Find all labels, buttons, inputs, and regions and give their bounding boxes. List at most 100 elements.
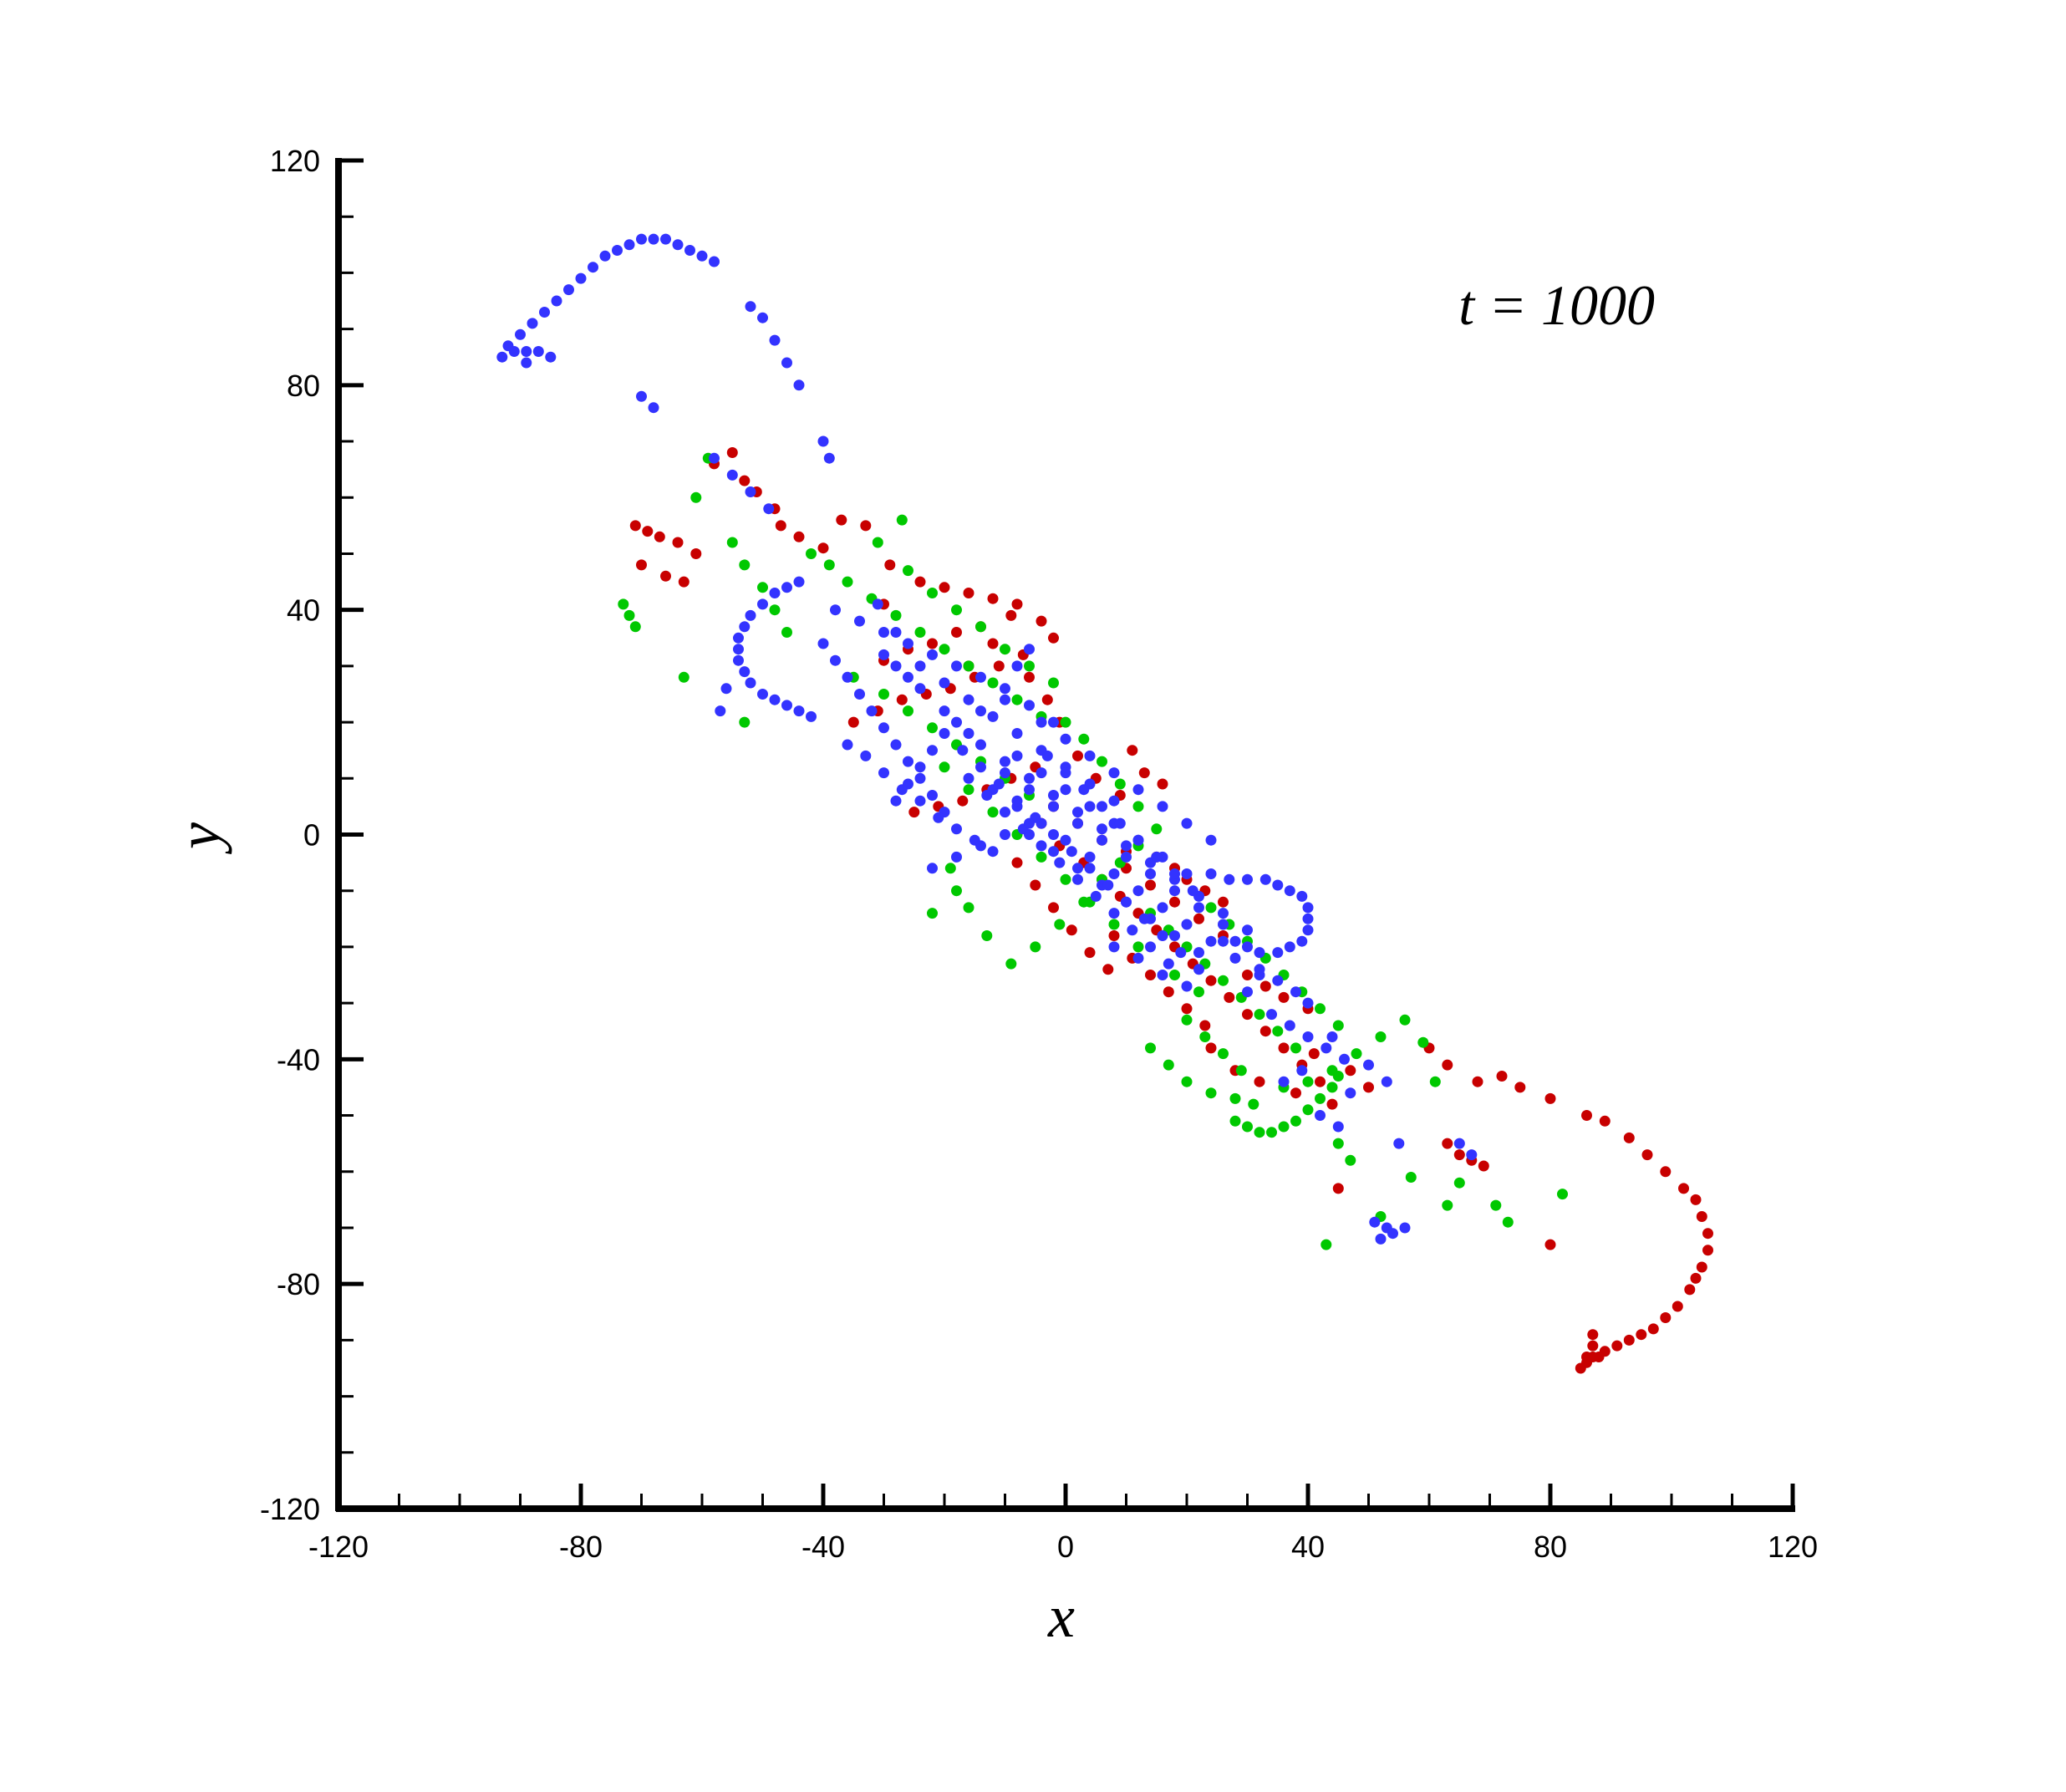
data-point-green <box>951 604 962 616</box>
data-point-blue <box>1108 908 1120 919</box>
data-point-green <box>1229 1092 1241 1104</box>
data-point-blue <box>1000 829 1010 840</box>
y-tick-label: -80 <box>277 1267 320 1301</box>
data-point-blue <box>745 677 756 689</box>
data-point-green <box>1218 975 1229 986</box>
data-point-blue <box>527 318 538 329</box>
data-point-blue <box>1326 1031 1338 1042</box>
data-point-blue <box>981 790 993 801</box>
x-axis-title: x <box>1047 1583 1075 1650</box>
data-point-blue <box>963 694 974 705</box>
data-point-blue <box>1036 767 1047 779</box>
data-point-green <box>1229 1115 1241 1127</box>
data-point-green <box>1315 1092 1326 1104</box>
data-point-green <box>1097 756 1107 767</box>
data-point-blue <box>1060 834 1071 846</box>
data-point-blue <box>1151 851 1163 863</box>
data-point-blue <box>1242 941 1253 953</box>
data-point-green <box>1272 1026 1284 1037</box>
data-point-green <box>1399 1014 1411 1026</box>
data-point-green <box>1169 970 1180 980</box>
data-point-blue <box>1048 790 1059 801</box>
data-point-green <box>1429 1076 1441 1087</box>
data-point-blue <box>914 683 926 695</box>
data-point-green <box>1132 801 1144 812</box>
data-point-blue <box>1393 1138 1405 1149</box>
data-point-blue <box>890 739 902 751</box>
data-point-blue <box>903 756 913 767</box>
data-point-red <box>1702 1245 1713 1256</box>
x-tick-label: -120 <box>308 1530 369 1564</box>
data-point-green <box>987 677 999 689</box>
data-point-blue <box>636 390 647 402</box>
data-point-blue <box>1000 683 1010 695</box>
data-point-blue <box>1138 913 1150 924</box>
data-point-green <box>1205 902 1217 914</box>
data-point-red <box>1181 1003 1193 1015</box>
data-point-red <box>672 537 684 548</box>
data-point-red <box>1641 1149 1653 1161</box>
data-point-green <box>757 582 768 593</box>
data-point-blue <box>757 598 768 610</box>
data-point-blue <box>927 745 938 756</box>
data-point-green <box>618 598 629 610</box>
data-point-red <box>1242 970 1253 980</box>
data-point-blue <box>521 357 532 369</box>
data-point-blue <box>672 239 684 251</box>
data-point-red <box>1199 1020 1211 1031</box>
data-point-red <box>1544 1092 1556 1104</box>
data-point-blue <box>806 710 817 722</box>
data-point-green <box>690 491 702 503</box>
data-point-blue <box>1302 997 1314 1009</box>
data-point-green <box>1193 986 1204 998</box>
data-point-blue <box>1084 863 1096 874</box>
data-point-red <box>660 570 671 582</box>
data-point-green <box>1332 1020 1344 1031</box>
data-point-blue <box>1466 1149 1478 1161</box>
data-point-red <box>1478 1160 1489 1172</box>
data-point-blue <box>1272 879 1284 891</box>
data-point-blue <box>660 233 671 245</box>
data-point-red <box>987 593 999 604</box>
data-point-blue <box>1284 941 1295 953</box>
data-point-red <box>775 520 786 532</box>
data-point-green <box>1315 1003 1326 1015</box>
data-point-blue <box>903 778 913 790</box>
data-point-blue <box>939 677 950 689</box>
data-point-green <box>878 689 889 700</box>
data-point-blue <box>1229 952 1241 964</box>
x-tick-label: -40 <box>801 1530 845 1564</box>
data-point-blue <box>1387 1228 1398 1240</box>
data-point-blue <box>1084 851 1096 863</box>
data-point-blue <box>890 627 902 638</box>
data-point-green <box>1000 644 1010 655</box>
data-point-blue <box>1339 1053 1350 1065</box>
data-point-green <box>914 627 926 638</box>
data-point-red <box>1259 1026 1271 1037</box>
data-point-red <box>1332 1183 1344 1194</box>
data-point-green <box>1278 1121 1290 1133</box>
data-point-blue <box>1054 857 1066 868</box>
x-tick-label: 40 <box>1291 1530 1325 1564</box>
data-point-green <box>1266 1127 1277 1138</box>
data-point-blue <box>1187 885 1198 897</box>
data-point-green <box>903 565 913 577</box>
data-point-red <box>1702 1228 1713 1240</box>
data-point-green <box>1011 694 1023 705</box>
data-point-green <box>1453 1177 1465 1189</box>
data-point-blue <box>903 671 913 683</box>
data-point-blue <box>866 705 878 717</box>
data-point-green <box>963 660 974 672</box>
data-point-blue <box>951 823 962 835</box>
data-point-green <box>1345 1154 1356 1166</box>
data-point-red <box>629 520 641 532</box>
data-point-blue <box>1345 1087 1356 1099</box>
data-point-blue <box>684 245 695 256</box>
data-point-red <box>1587 1329 1599 1341</box>
data-point-green <box>1108 919 1120 930</box>
data-point-red <box>1169 896 1180 908</box>
data-point-blue <box>854 615 865 627</box>
data-point-blue <box>1132 885 1144 897</box>
data-point-red <box>951 627 962 638</box>
data-point-green <box>975 621 986 633</box>
